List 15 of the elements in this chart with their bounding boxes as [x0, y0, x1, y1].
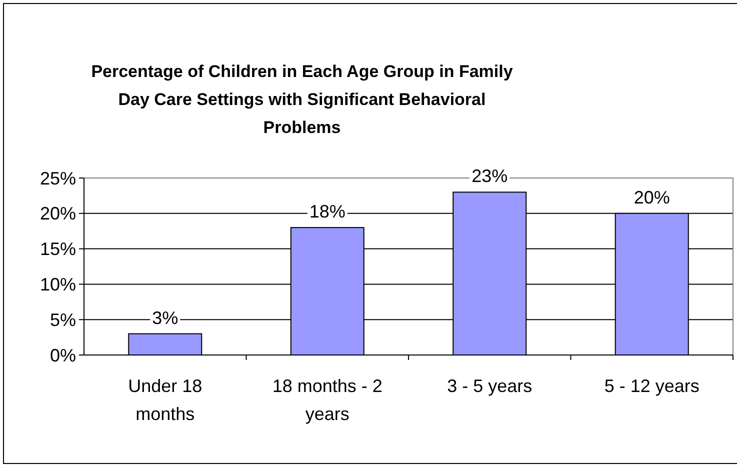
- y-tick-label: 25%: [40, 168, 76, 188]
- x-tick-label: 5 - 12 years: [604, 376, 700, 396]
- x-tick-label: 3 - 5 years: [447, 376, 532, 396]
- chart-title: Percentage of Children in Each Age Group in Family Day Care Settings with Significant Behavioral Problems: [91, 62, 514, 137]
- y-tick-label: 10%: [40, 274, 76, 294]
- y-tick-label: 0%: [50, 345, 76, 366]
- y-tick-label: 15%: [40, 239, 76, 260]
- x-tick-label: 18 months - 2 years: [272, 376, 382, 424]
- data-label: 20%: [634, 187, 670, 208]
- x-tick-label: Under 18 months: [128, 376, 202, 424]
- y-tick-label: 5%: [50, 310, 76, 330]
- y-tick-label: 20%: [40, 204, 76, 224]
- data-label: 3%: [152, 308, 178, 328]
- data-label: 18%: [309, 202, 346, 222]
- data-label: 23%: [472, 166, 508, 186]
